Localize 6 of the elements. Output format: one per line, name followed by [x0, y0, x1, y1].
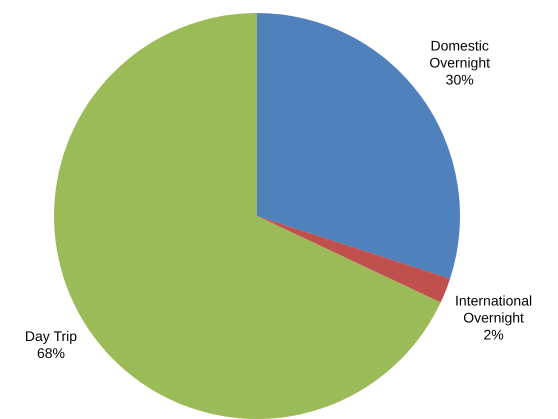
slice-label: Day Trip — [24, 328, 78, 344]
slice-label: International Overnight — [455, 292, 532, 326]
data-label: 68% — [36, 344, 65, 361]
slice-label: Domestic Overnight — [429, 38, 490, 71]
data-label: 2% — [483, 326, 504, 342]
data-label: 30% — [446, 72, 474, 88]
